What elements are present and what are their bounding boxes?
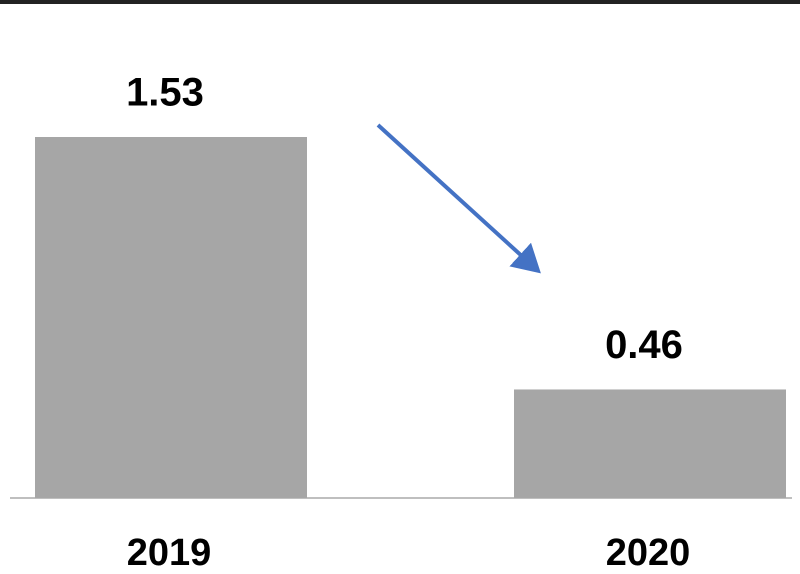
- value-label: 1.53: [126, 71, 204, 115]
- x-tick-label: 2020: [606, 532, 691, 574]
- bar: [35, 137, 307, 498]
- trend-arrow: [376, 123, 541, 274]
- bar: [514, 389, 786, 498]
- x-tick-label: 2019: [127, 532, 212, 574]
- value-label: 0.46: [605, 323, 683, 367]
- top-edge: [0, 0, 800, 4]
